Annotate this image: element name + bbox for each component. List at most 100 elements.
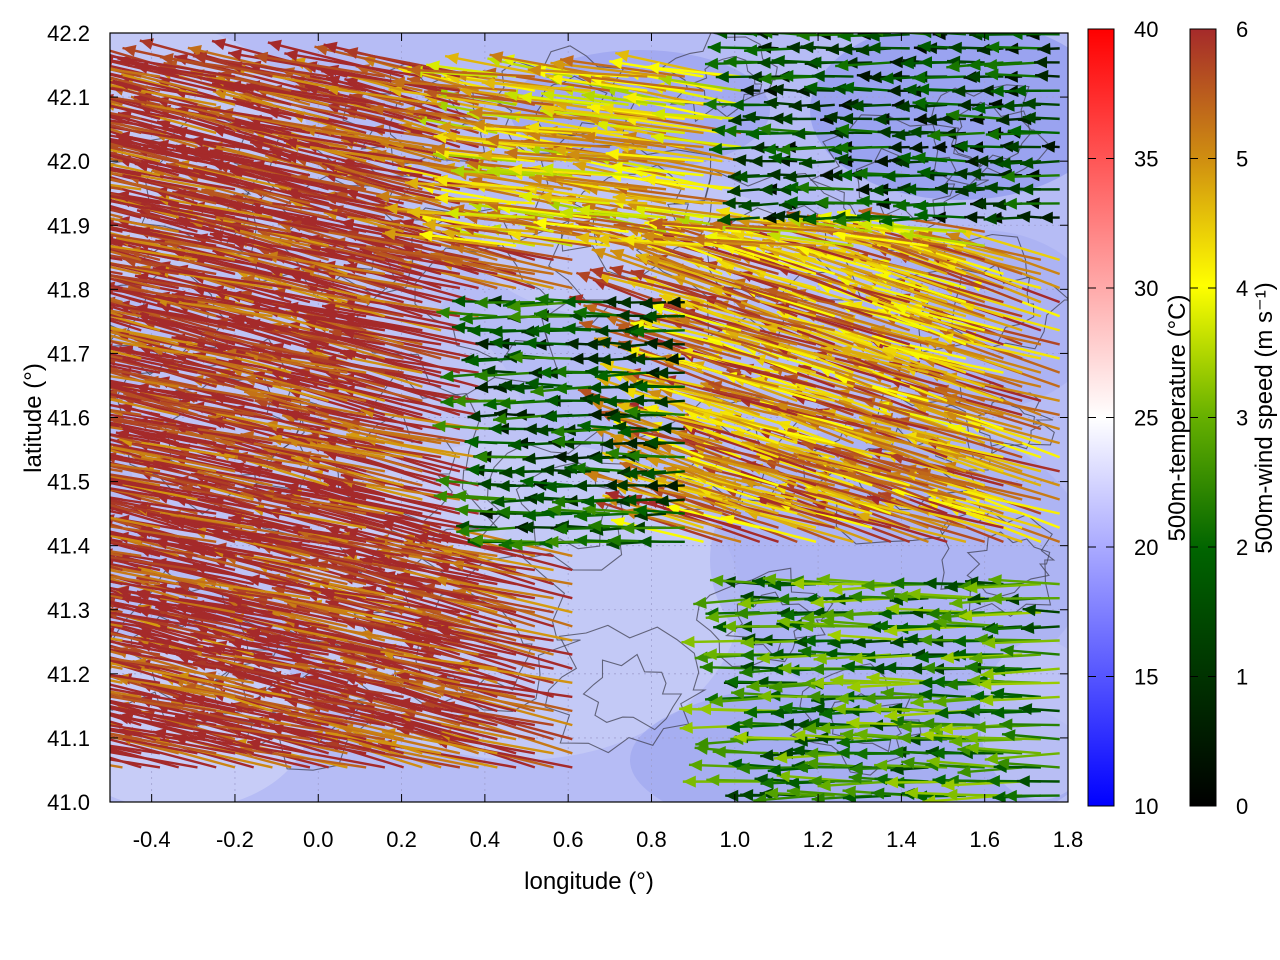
wind-arrow-head bbox=[78, 573, 92, 585]
wind-arrow-head bbox=[27, 480, 41, 492]
wind-arrow-head bbox=[1002, 729, 1016, 742]
wind-arrow bbox=[4, 722, 142, 755]
wind-arrow-shaft bbox=[110, 650, 123, 656]
wind-arrow-head bbox=[110, 472, 111, 477]
wind-arrow-shaft bbox=[110, 701, 142, 713]
wind-arrow bbox=[1003, 789, 1060, 802]
wind-arrow-head bbox=[6, 278, 20, 289]
wind-arrow-head bbox=[807, 690, 821, 703]
wind-arrow-head bbox=[69, 686, 83, 698]
wind-arrow bbox=[110, 701, 142, 713]
wind-arrow-head bbox=[110, 628, 111, 632]
wind-arrow-head bbox=[957, 765, 971, 778]
wind-arrow bbox=[110, 692, 217, 713]
wind-arrow-head bbox=[835, 692, 849, 705]
wind-arrow-head bbox=[4, 722, 18, 734]
wind-arrow-head bbox=[1, 657, 15, 668]
wind-arrow bbox=[926, 755, 1004, 769]
wind-arrow-head bbox=[778, 662, 792, 675]
wind-arrow bbox=[110, 724, 198, 741]
wind-arrow-head bbox=[991, 706, 1005, 719]
wind-arrow-head bbox=[80, 255, 94, 267]
wind-arrow-head bbox=[698, 703, 712, 716]
wind-arrow bbox=[966, 704, 1023, 716]
wind-arrow bbox=[918, 688, 967, 701]
wind-arrow-head bbox=[990, 687, 1005, 700]
wind-arrow bbox=[964, 661, 1023, 674]
wind-arrow-shaft bbox=[325, 741, 461, 769]
wind-arrow-head bbox=[3, 574, 17, 586]
wind-arrow-head bbox=[679, 703, 693, 716]
wind-arrow-head bbox=[6, 446, 20, 458]
wind-arrow-shaft bbox=[979, 695, 1060, 703]
wind-arrow-shaft bbox=[110, 648, 217, 670]
wind-arrow-head bbox=[41, 312, 55, 324]
wind-arrow-head bbox=[81, 376, 95, 388]
wind-arrow-head bbox=[992, 791, 1006, 802]
wind-arrow-head bbox=[82, 309, 96, 321]
wind-arrow-shaft bbox=[110, 657, 179, 670]
wind-arrow-head bbox=[779, 702, 793, 715]
wind-arrow-shaft bbox=[110, 720, 123, 727]
wind-arrow-head bbox=[36, 562, 50, 574]
wind-arrow bbox=[110, 648, 217, 670]
wind-arrow-head bbox=[919, 688, 933, 701]
wind-arrow-head bbox=[1003, 789, 1017, 802]
wind-arrow-shaft bbox=[792, 733, 873, 741]
wind-arrow-head bbox=[8, 724, 22, 735]
wind-arrow bbox=[110, 713, 161, 727]
wind-arrow-head bbox=[984, 752, 999, 765]
wind-arrow bbox=[698, 703, 779, 716]
wind-arrow-head bbox=[0, 576, 8, 588]
wind-arrow-shaft bbox=[110, 706, 217, 727]
wind-arrow bbox=[964, 731, 1041, 744]
wind-arrow-head bbox=[847, 680, 861, 693]
wind-arrow-head bbox=[0, 446, 8, 458]
wind-arrow-head bbox=[79, 453, 93, 465]
wind-arrow-head bbox=[842, 785, 856, 798]
wind-arrow-head bbox=[815, 731, 829, 744]
wind-arrow-head bbox=[110, 696, 112, 703]
wind-arrow bbox=[817, 779, 892, 792]
wind-arrow-head bbox=[776, 770, 791, 783]
wind-arrow-head bbox=[740, 789, 754, 801]
wind-arrow bbox=[110, 640, 179, 656]
wind-arrow-head bbox=[0, 407, 12, 419]
wind-arrow-head bbox=[78, 585, 92, 597]
wind-arrow-head bbox=[736, 762, 750, 775]
wind-arrow-head bbox=[846, 704, 860, 717]
wind-arrow-head bbox=[6, 546, 20, 558]
wind-arrow bbox=[811, 703, 854, 716]
wind-arrow-head bbox=[13, 476, 27, 488]
wind-arrow-head bbox=[972, 721, 986, 734]
wind-arrow-shaft bbox=[182, 684, 311, 713]
wind-arrow bbox=[868, 702, 948, 715]
wind-arrow-shaft bbox=[110, 522, 123, 529]
wind-arrow-head bbox=[712, 746, 726, 758]
contour-line bbox=[515, 461, 632, 550]
wind-arrow-head bbox=[61, 563, 75, 575]
wind-arrow bbox=[60, 626, 198, 656]
wind-arrow-head bbox=[8, 286, 22, 297]
wind-arrow-head bbox=[6, 657, 20, 669]
wind-arrow-head bbox=[832, 703, 846, 715]
wind-arrow bbox=[792, 729, 873, 742]
wind-arrow bbox=[110, 674, 142, 684]
wind-arrow-head bbox=[760, 777, 774, 790]
wind-arrow-shaft bbox=[110, 453, 123, 459]
wind-arrow-head bbox=[907, 733, 921, 746]
wind-arrow-head bbox=[786, 664, 800, 677]
wind-arrow-head bbox=[10, 245, 24, 257]
wind-arrow bbox=[736, 762, 798, 775]
wind-arrow-head bbox=[110, 501, 111, 505]
wind-arrow-head bbox=[706, 774, 720, 787]
wind-arrow-head bbox=[89, 519, 103, 531]
wind-arrow-head bbox=[817, 722, 831, 734]
wind-arrow-head bbox=[760, 749, 774, 762]
wind-arrow bbox=[110, 645, 161, 656]
wind-arrow-head bbox=[60, 626, 74, 638]
wind-arrow-head bbox=[846, 717, 860, 729]
wind-arrow-head bbox=[769, 680, 783, 693]
wind-arrow bbox=[753, 793, 817, 802]
wind-arrow-head bbox=[0, 265, 14, 277]
